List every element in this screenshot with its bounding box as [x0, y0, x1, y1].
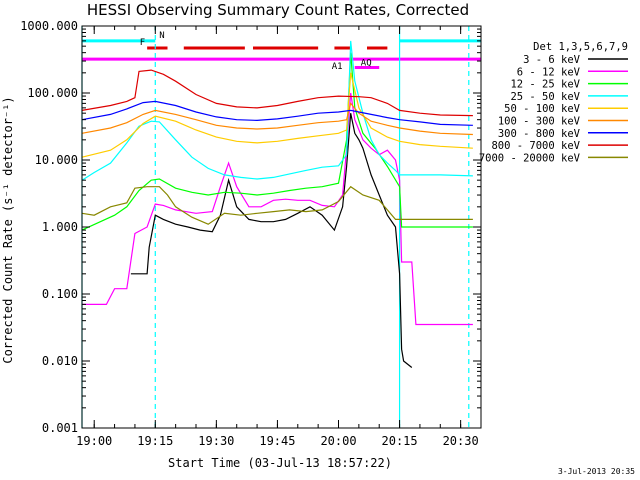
x-tick-label: 19:15	[137, 434, 173, 448]
legend-label: 3 - 6 keV	[523, 54, 581, 66]
x-tick-label: 20:30	[443, 434, 479, 448]
legend-label: 300 - 800 keV	[498, 128, 581, 140]
chart-title: HESSI Observing Summary Count Rates, Cor…	[87, 1, 469, 19]
x-tick-label: 19:30	[198, 434, 234, 448]
flag-label: AQ	[361, 59, 372, 69]
legend-label: 100 - 300 keV	[498, 116, 581, 128]
legend-label: 7000 - 20000 keV	[479, 152, 581, 164]
y-tick-label: 1000.000	[20, 19, 78, 33]
attenuator-flags: N F A1 AQ	[82, 31, 481, 72]
series-line	[82, 92, 473, 326]
series-line	[81, 52, 473, 231]
legend-label: 6 - 12 keV	[517, 66, 581, 78]
x-tick-label: 19:45	[259, 434, 295, 448]
flag-label: A1	[332, 62, 343, 72]
y-tick-label: 0.010	[42, 354, 78, 368]
y-tick-label: 1.000	[42, 220, 78, 234]
legend-label: 25 - 50 keV	[510, 91, 580, 103]
series-line	[81, 72, 473, 158]
x-tick-label: 20:15	[382, 434, 418, 448]
y-tick-label: 100.000	[27, 86, 78, 100]
timestamp: 3-Jul-2013 20:35	[558, 467, 635, 476]
series-lines	[81, 40, 473, 368]
legend-label: 12 - 25 keV	[510, 79, 580, 91]
y-tick-label: 0.001	[42, 421, 78, 435]
x-tick-label: 20:00	[320, 434, 356, 448]
flag-label: F	[140, 38, 145, 48]
axes: 0.001 0.010 0.100 1.000 10.000 100.000 1000.00…	[20, 19, 482, 448]
legend-title: Det 1,3,5,6,7,9	[533, 41, 628, 53]
y-axis-label: Corrected Count Rate (s⁻¹ detector⁻¹)	[1, 96, 15, 363]
series-line	[130, 113, 413, 368]
x-axis-label: Start Time (03-Jul-13 18:57:22)	[168, 456, 392, 470]
legend-label: 50 - 100 keV	[504, 103, 581, 115]
series-line	[81, 40, 473, 181]
x-tick-label: 19:00	[76, 434, 112, 448]
legend-label: 800 - 7000 keV	[491, 140, 580, 152]
series-line	[81, 69, 473, 117]
y-tick-label: 10.000	[35, 153, 78, 167]
series-line	[81, 185, 473, 225]
flag-label: N	[159, 31, 164, 41]
series-line	[81, 100, 473, 126]
series-line	[81, 102, 473, 136]
y-tick-label: 0.100	[42, 287, 78, 301]
